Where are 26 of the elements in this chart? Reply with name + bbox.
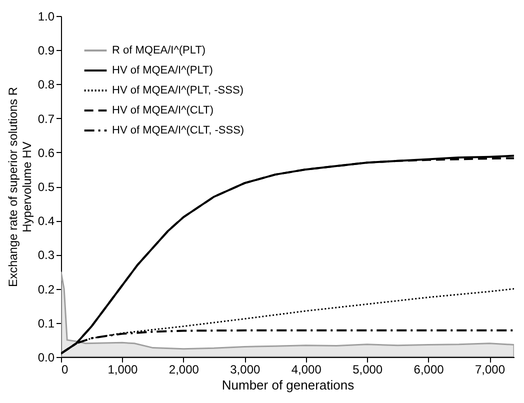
y-tick-label: 0.9 [38, 44, 55, 58]
x-tick-label: 2,000 [168, 362, 200, 376]
legend-label: R of MQEA/I^(PLT) [112, 44, 206, 56]
x-tick-label: 3,000 [230, 362, 260, 376]
legend-label: HV of MQEA/I^(PLT) [112, 64, 213, 76]
y-tick-label: 0.5 [38, 180, 55, 194]
y-tick-label: 0.7 [38, 112, 55, 126]
x-axis-title: Number of generations [222, 378, 355, 392]
legend-label: HV of MQEA/I^(PLT, -SSS) [112, 84, 244, 96]
legend-label: HV of MQEA/I^(CLT, -SSS) [112, 124, 244, 136]
y-tick-label: 1.0 [38, 10, 55, 24]
x-tick-label: 1,000 [108, 362, 138, 376]
y-tick-label: 0.2 [38, 282, 55, 296]
y-axis-title: Exchange rate of superior solutions R Hypervolume HV [6, 86, 34, 288]
x-tick-label: 7,000 [475, 362, 506, 376]
x-tick-label: 6,000 [414, 362, 444, 376]
x-tick-label: 4,000 [291, 362, 322, 376]
y-tick-label: 0.0 [38, 350, 55, 364]
y-tick-label: 0.1 [38, 316, 55, 330]
x-tick-label: 5,000 [352, 362, 383, 376]
x-tick-label: 0 [62, 362, 68, 376]
legend-label: HV of MQEA/I^(CLT) [112, 104, 214, 116]
y-tick-label: 0.8 [38, 78, 55, 92]
y-tick-label: 0.3 [38, 248, 55, 262]
y-tick-label: 0.6 [38, 146, 55, 160]
y-tick-label: 0.4 [38, 214, 55, 228]
